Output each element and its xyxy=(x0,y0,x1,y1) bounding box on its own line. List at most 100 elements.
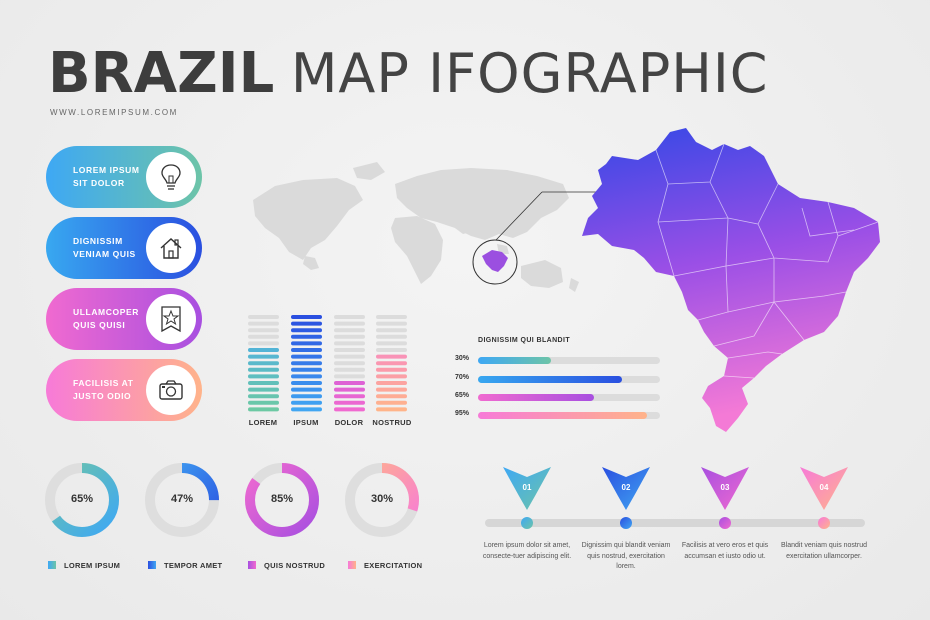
bar-segment xyxy=(248,321,279,326)
step-description: Blandit veniam quis nostrud exercitation… xyxy=(781,542,867,560)
world-map xyxy=(253,162,579,292)
legend-swatch xyxy=(148,561,156,569)
bar-segment xyxy=(376,361,407,366)
donut-arc xyxy=(245,463,319,537)
bar-segment xyxy=(334,407,365,412)
bar-segment xyxy=(376,381,407,385)
bar-segment xyxy=(248,334,279,339)
bar-segment xyxy=(248,328,279,333)
legend-label: QUIS NOSTRUD xyxy=(264,561,326,570)
bar-segment xyxy=(376,315,407,319)
bar-segment xyxy=(376,387,407,392)
hbar-fill xyxy=(478,357,551,364)
bar-segment xyxy=(248,374,279,379)
bar-segment xyxy=(334,315,365,319)
hbar-percent: 65% xyxy=(455,392,470,399)
feature-pill: DIGNISSIM VENIAM QUIS xyxy=(46,217,202,279)
bar-segment xyxy=(291,334,322,339)
feature-pill: ULLAMCOPER QUIS QUISI xyxy=(46,288,202,350)
bar-segment xyxy=(334,348,365,352)
step-marker xyxy=(800,467,848,510)
step-number: 03 xyxy=(720,483,730,492)
timeline-dot xyxy=(818,517,830,529)
bar-segment xyxy=(291,394,322,399)
hbar-fill xyxy=(478,394,595,401)
title-thin: MAP IFOGRAPHIC xyxy=(290,42,769,105)
website-url: WWW.LOREMIPSUM.COM xyxy=(50,108,178,117)
feature-pill-label: LOREM IPSUM SIT DOLOR xyxy=(73,165,140,188)
bar-segment xyxy=(248,361,279,366)
donut-arc xyxy=(345,463,419,537)
bar-segment xyxy=(334,374,365,379)
step-number: 01 xyxy=(522,483,532,492)
bar-label: IPSUM xyxy=(293,418,319,427)
bar-segment xyxy=(376,354,407,359)
bar-label: NOSTRUD xyxy=(372,418,412,427)
legend-swatch xyxy=(48,561,56,569)
feature-pill: FACILISIS AT JUSTO ODIO xyxy=(46,359,202,421)
bar-segment xyxy=(334,400,365,405)
bar-segment xyxy=(248,387,279,392)
timeline-dot xyxy=(620,517,632,529)
bar-segment xyxy=(291,374,322,379)
hbar-fill xyxy=(478,412,648,419)
bar-segment xyxy=(248,407,279,412)
bar-segment xyxy=(291,321,322,326)
donut-value: 65% xyxy=(70,493,94,505)
bar-segment xyxy=(291,354,322,359)
bar-label: LOREM xyxy=(248,418,278,427)
brazil-map xyxy=(582,128,880,432)
bar-segment xyxy=(248,367,279,372)
bar-segment xyxy=(376,348,407,352)
bar-segment xyxy=(291,400,322,405)
hbar-percent: 30% xyxy=(455,355,470,362)
donut-arc xyxy=(145,463,219,537)
hbar-percent: 70% xyxy=(455,374,470,381)
bar-segment xyxy=(291,328,322,333)
bar-segment xyxy=(376,341,407,346)
segment-bars xyxy=(248,315,407,412)
step-marker xyxy=(701,467,749,510)
hbars-title: DIGNISSIM QUI BLANDIT xyxy=(478,337,571,344)
hbar-fill xyxy=(478,376,622,383)
steps-timeline xyxy=(485,467,865,529)
bar-segment xyxy=(376,328,407,333)
bar-segment xyxy=(291,387,322,392)
feature-pill-label: ULLAMCOPER QUIS QUISI xyxy=(73,307,139,330)
bar-segment xyxy=(248,394,279,399)
bar-segment xyxy=(376,407,407,412)
bar-segment xyxy=(248,315,279,319)
legend-label: EXERCITATION xyxy=(364,561,423,570)
step-marker xyxy=(503,467,551,510)
bar-segment xyxy=(291,407,322,412)
step-description: Dignissim qui blandit veniam quis nostru… xyxy=(581,542,671,570)
donut-arc xyxy=(45,463,119,537)
step-description: Facilisis at vero eros et quis accumsan … xyxy=(681,542,769,560)
bar-segment xyxy=(291,361,322,366)
donut-charts xyxy=(45,463,419,537)
star-frame-icon xyxy=(146,294,196,344)
bar-segment xyxy=(334,321,365,326)
camera-icon xyxy=(146,365,196,415)
hbar-track xyxy=(478,394,660,401)
feature-pill-label: FACILISIS AT JUSTO ODIO xyxy=(73,378,134,401)
bar-segment xyxy=(291,348,322,352)
timeline-dot xyxy=(521,517,533,529)
bar-segment xyxy=(334,394,365,399)
bar-segment xyxy=(291,341,322,346)
bar-segment xyxy=(291,367,322,372)
bar-segment xyxy=(334,328,365,333)
bar-segment xyxy=(376,367,407,372)
bar-segment xyxy=(248,348,279,352)
bar-segment xyxy=(248,354,279,359)
bar-segment xyxy=(376,394,407,399)
bar-segment xyxy=(334,334,365,339)
hbar-track xyxy=(478,412,660,419)
step-number: 04 xyxy=(819,483,829,492)
bar-segment xyxy=(376,334,407,339)
timeline-track xyxy=(485,519,865,527)
bar-segment xyxy=(334,361,365,366)
bar-segment xyxy=(334,367,365,372)
donut-value: 47% xyxy=(170,493,194,505)
map-connector xyxy=(472,191,610,285)
